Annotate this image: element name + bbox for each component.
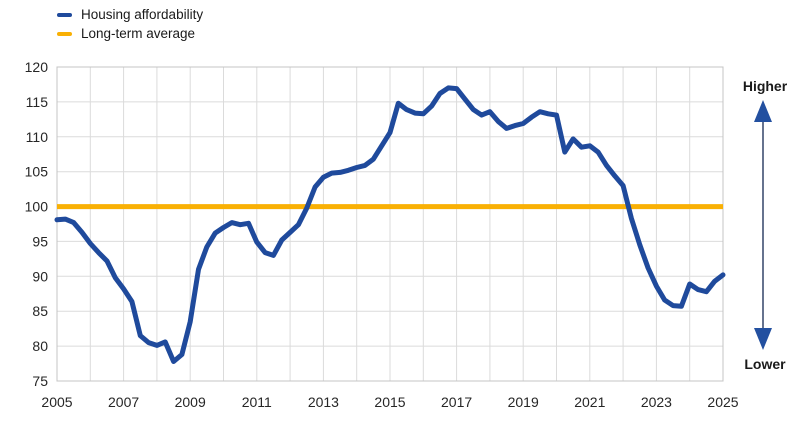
arrow-down-icon <box>754 328 772 350</box>
legend-item-long-term-average: Long-term average <box>57 24 203 43</box>
y-tick-label: 120 <box>25 59 49 75</box>
x-tick-label: 2005 <box>41 394 72 410</box>
legend-swatch-housing-affordability <box>57 12 72 17</box>
y-tick-label: 75 <box>32 373 48 389</box>
legend-swatch-long-term-average <box>57 31 72 36</box>
y-tick-label: 100 <box>25 199 49 215</box>
x-tick-label: 2021 <box>574 394 605 410</box>
x-tick-label: 2009 <box>175 394 206 410</box>
plot-border <box>56 66 724 382</box>
x-tick-label: 2017 <box>441 394 472 410</box>
lower-label: Lower <box>744 356 786 372</box>
legend-label-housing-affordability: Housing affordability <box>81 7 204 22</box>
x-tick-label: 2025 <box>707 394 738 410</box>
housing-affordability-line <box>54 85 726 364</box>
y-tick-label: 115 <box>26 94 49 110</box>
x-tick-label: 2013 <box>308 394 339 410</box>
y-tick-label: 95 <box>32 233 48 249</box>
y-tick-label: 90 <box>32 268 48 284</box>
chart-legend: Housing affordability Long-term average <box>57 5 203 43</box>
y-tick-label: 85 <box>32 303 48 319</box>
y-tick-label: 105 <box>25 164 49 180</box>
x-tick-label: 2011 <box>242 394 272 410</box>
y-tick-label: 80 <box>32 338 48 354</box>
arrow-up-icon <box>754 100 772 122</box>
y-tick-label: 110 <box>26 129 49 145</box>
legend-item-housing-affordability: Housing affordability <box>57 5 203 24</box>
x-tick-label: 2007 <box>108 394 139 410</box>
legend-label-long-term-average: Long-term average <box>81 26 196 41</box>
higher-label: Higher <box>743 78 788 94</box>
x-tick-label: 2019 <box>508 394 539 410</box>
x-tick-label: 2023 <box>641 394 672 410</box>
x-tick-label: 2015 <box>374 394 405 410</box>
